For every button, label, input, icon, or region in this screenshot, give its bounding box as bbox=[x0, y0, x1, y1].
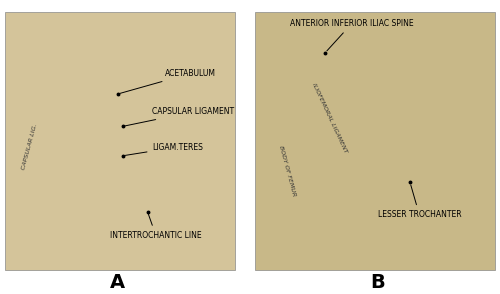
FancyBboxPatch shape bbox=[255, 12, 495, 270]
Text: LESSER TROCHANTER: LESSER TROCHANTER bbox=[378, 185, 461, 219]
Text: ILIOFEMORAL LIGAMENT: ILIOFEMORAL LIGAMENT bbox=[312, 82, 348, 153]
Text: BODY OF FEMUR: BODY OF FEMUR bbox=[278, 145, 296, 196]
FancyBboxPatch shape bbox=[5, 12, 235, 270]
Text: A: A bbox=[110, 273, 125, 292]
Text: INTERTROCHANTIC LINE: INTERTROCHANTIC LINE bbox=[110, 214, 202, 240]
Text: ANTERIOR INFERIOR ILIAC SPINE: ANTERIOR INFERIOR ILIAC SPINE bbox=[290, 19, 414, 51]
Text: ACETABULUM: ACETABULUM bbox=[120, 69, 216, 93]
Text: CAPSULAR LIG.: CAPSULAR LIG. bbox=[22, 123, 38, 171]
Text: CAPSULAR LIGAMENT: CAPSULAR LIGAMENT bbox=[125, 107, 234, 126]
Text: B: B bbox=[370, 273, 385, 292]
Text: LIGAM.TERES: LIGAM.TERES bbox=[125, 143, 204, 156]
